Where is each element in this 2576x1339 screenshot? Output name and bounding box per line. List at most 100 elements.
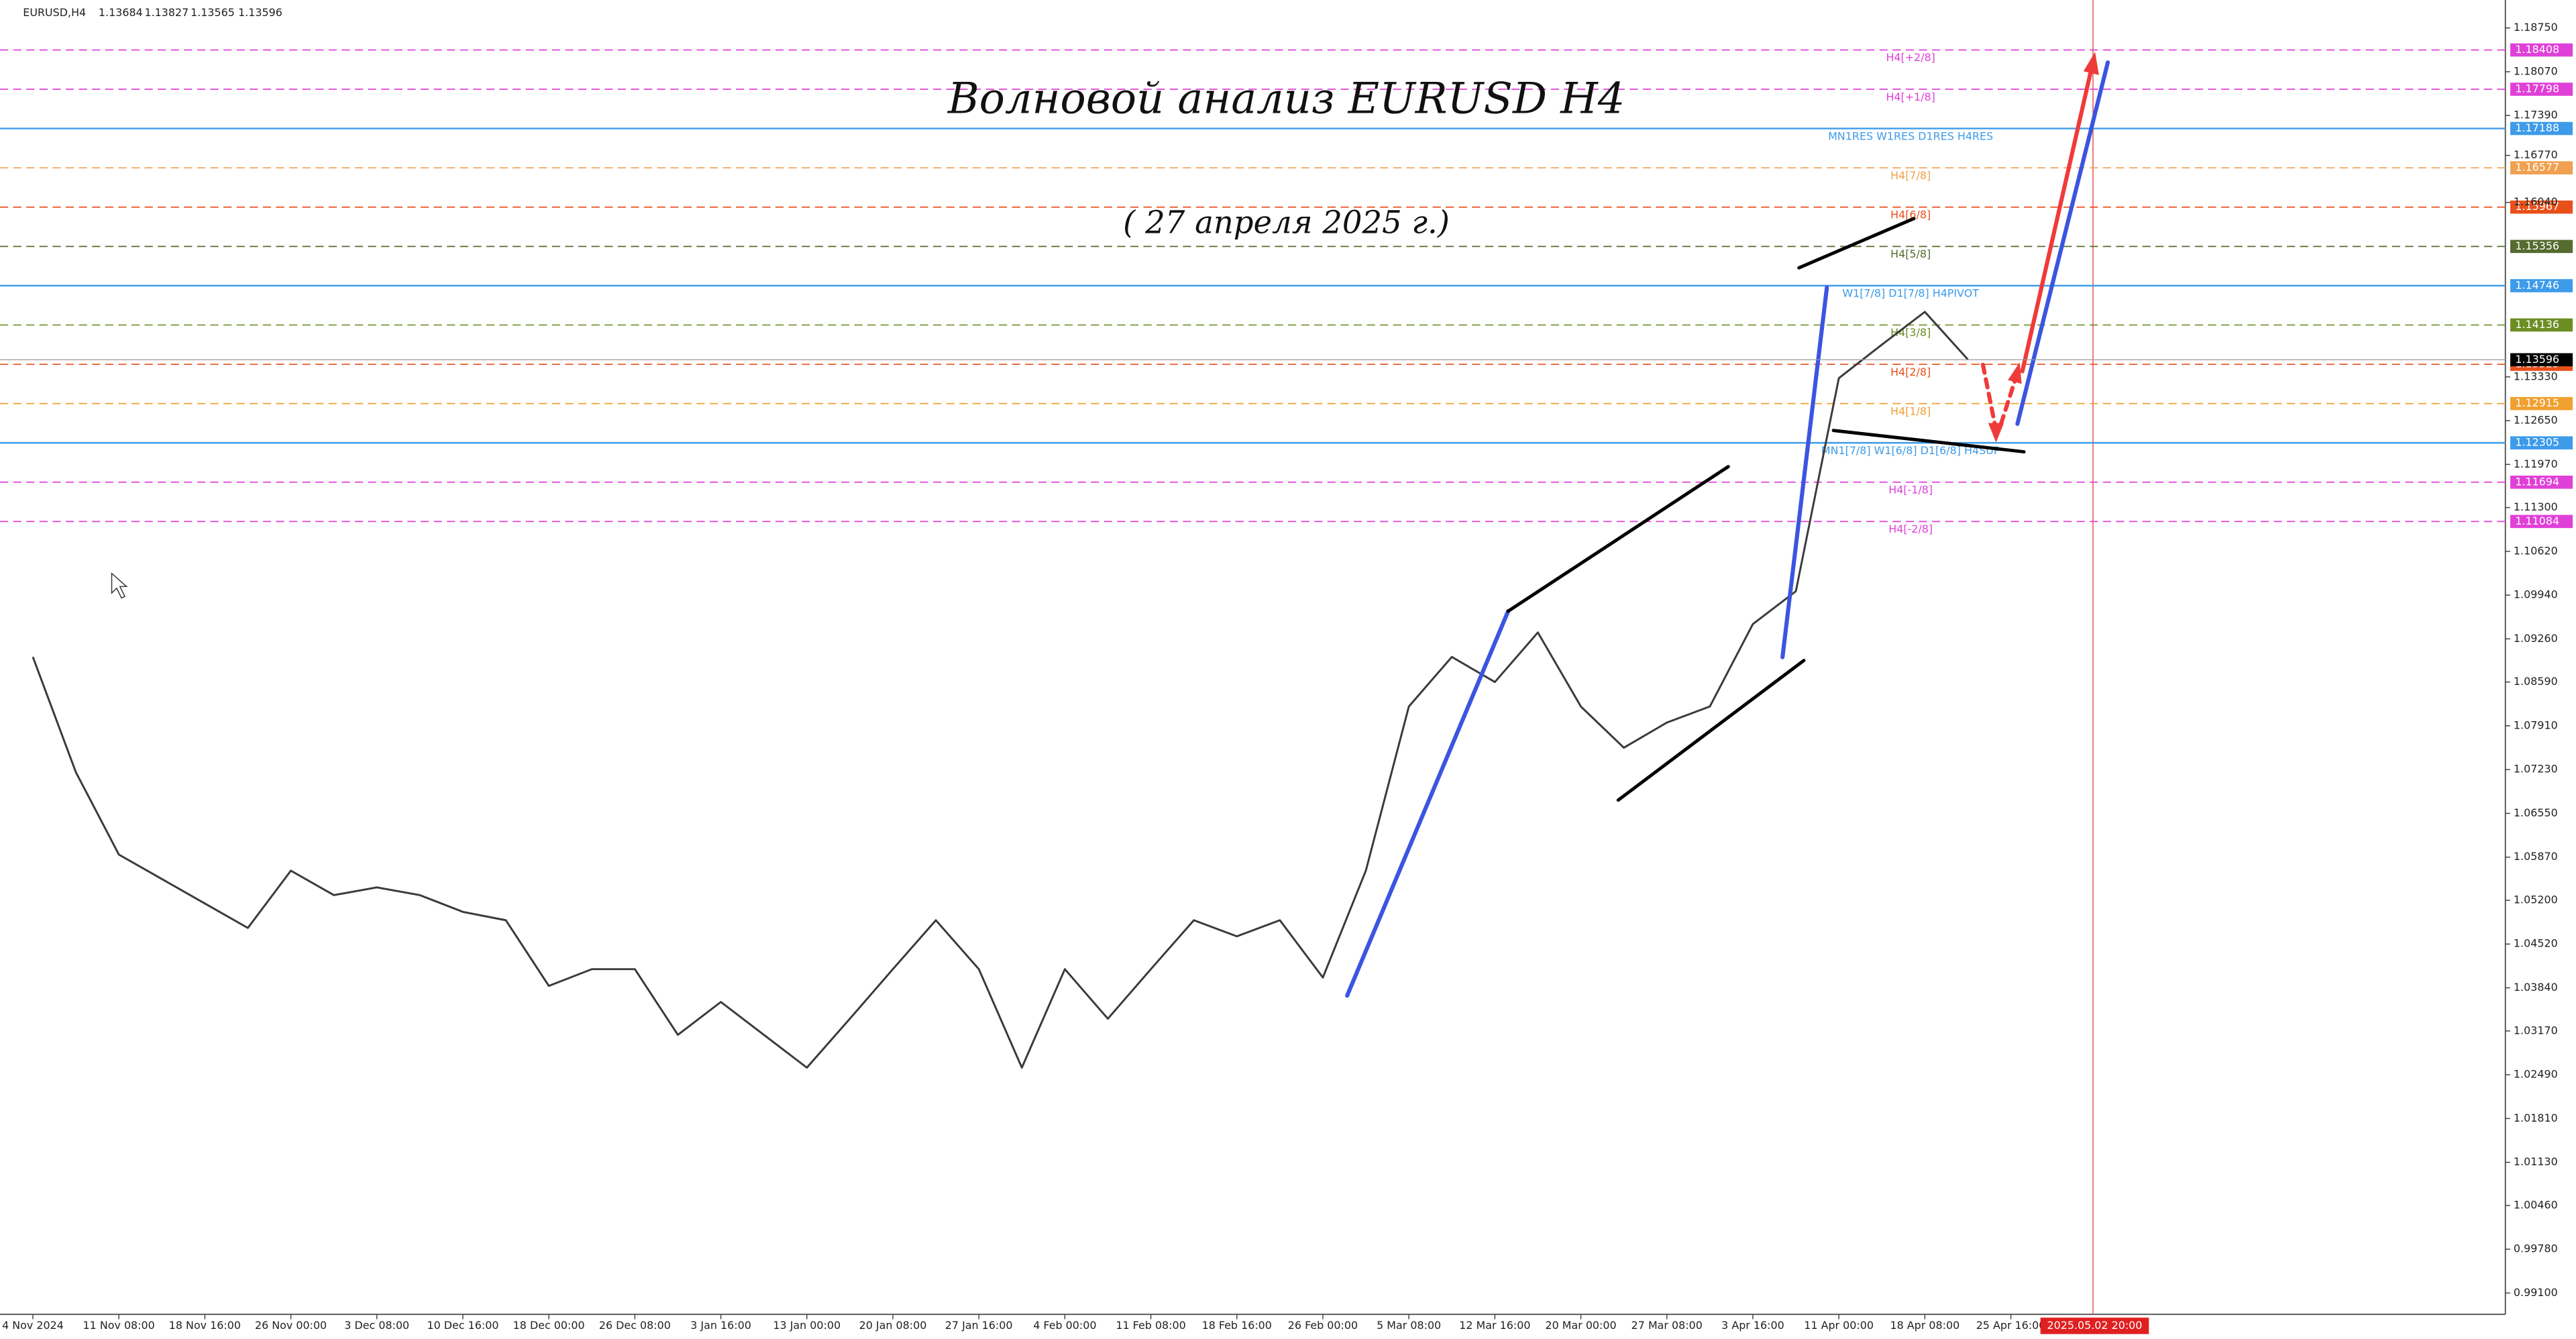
y-tick-label: 1.10620 <box>2514 544 2558 557</box>
y-tick-label: 1.07230 <box>2514 763 2558 775</box>
y-tick-label: 1.00460 <box>2514 1198 2558 1211</box>
price-tag <box>2510 318 2573 332</box>
wave-line <box>2015 60 2110 426</box>
price-tag <box>2510 436 2573 449</box>
x-tick-label: 27 Jan 16:00 <box>945 1319 1013 1332</box>
y-tick-label: 1.18750 <box>2514 21 2558 34</box>
price-tag-label: 1.12915 <box>2515 396 2559 409</box>
y-tick-label: 1.05200 <box>2514 894 2558 906</box>
channel-line <box>1506 465 1730 613</box>
x-tick-label: 11 Feb 08:00 <box>1116 1319 1185 1332</box>
level-label: W1[7/8] D1[7/8] H4PIVOT <box>1842 287 1979 300</box>
y-tick-label: 1.11300 <box>2514 500 2558 513</box>
level-label: H4[1/8] <box>1890 405 1931 417</box>
y-tick-label: 1.12650 <box>2514 414 2558 427</box>
y-tick-label: 1.16040 <box>2514 195 2558 208</box>
level-label: MN1RES W1RES D1RES H4RES <box>1828 129 1993 142</box>
y-tick-label: 1.03170 <box>2514 1024 2558 1036</box>
wave-line <box>1345 608 1511 998</box>
arrow-head <box>2083 52 2099 75</box>
y-tick-label: 1.02490 <box>2514 1068 2558 1081</box>
price-tag <box>2510 83 2573 96</box>
ohlc-low: 1.13565 <box>191 6 235 19</box>
price-tag-label: 1.14746 <box>2515 278 2559 291</box>
time-tag-label: 2025.05.02 20:00 <box>2047 1319 2142 1332</box>
price-tag <box>2510 353 2573 367</box>
x-tick-label: 18 Dec 00:00 <box>513 1319 585 1332</box>
wave-line <box>1780 285 1829 659</box>
level-label: H4[2/8] <box>1890 366 1931 378</box>
x-tick-label: 4 Feb 00:00 <box>1033 1319 1096 1332</box>
x-tick-label: 11 Nov 08:00 <box>83 1319 155 1332</box>
y-tick-label: 1.17390 <box>2514 109 2558 121</box>
y-tick-label: 1.01130 <box>2514 1155 2558 1168</box>
y-tick-label: 1.18070 <box>2514 64 2558 77</box>
ohlc-close: 1.13596 <box>238 6 282 19</box>
channel-line <box>1831 429 2026 453</box>
price-tag <box>2510 475 2573 489</box>
price-tag <box>2510 43 2573 57</box>
x-tick-label: 27 Mar 08:00 <box>1631 1319 1703 1332</box>
symbol: EURUSD,H4 <box>23 6 86 19</box>
price-tag <box>2510 396 2573 411</box>
cursor <box>111 572 128 599</box>
x-tick-label: 3 Dec 08:00 <box>344 1319 409 1332</box>
price-tag <box>2510 121 2573 136</box>
x-tick-label: 10 Dec 16:00 <box>427 1319 498 1332</box>
forecast-arrow <box>2020 66 2094 374</box>
x-tick-label: 3 Apr 16:00 <box>1721 1319 1784 1332</box>
y-tick-label: 1.09260 <box>2514 632 2558 645</box>
y-tick-label: 1.13330 <box>2514 370 2558 382</box>
levels: H4[+2/8] 1.18408 H4[+1/8] 1.17798 MN1RES W1R… <box>0 43 2573 535</box>
x-tick-label: 20 Mar 00:00 <box>1545 1319 1616 1332</box>
x-tick-label: 20 Jan 08:00 <box>859 1319 927 1332</box>
x-tick-label: 3 Jan 16:00 <box>690 1319 751 1332</box>
level-label: H4[6/8] <box>1890 208 1931 221</box>
price-tag <box>2510 161 2573 174</box>
y-tick-label: 0.99780 <box>2514 1242 2558 1255</box>
x-tick-label: 12 Mar 16:00 <box>1459 1319 1530 1332</box>
y-tick-label: 1.08590 <box>2514 675 2558 688</box>
price-tag-label: 1.12305 <box>2515 436 2559 449</box>
x-tick-label: 25 Apr 16:00 <box>1976 1319 2046 1332</box>
forecast-arrow <box>1998 376 2018 426</box>
time-tag <box>2040 1318 2149 1334</box>
level-label: H4[-1/8] <box>1888 484 1933 496</box>
price-tag-label: 1.15967 <box>2515 200 2559 213</box>
x-tick-label: 18 Apr 08:00 <box>1890 1319 1960 1332</box>
price-tag-label: 1.15356 <box>2515 239 2559 252</box>
channel-line <box>1797 217 1916 270</box>
price-tag-label: 1.17798 <box>2515 83 2559 95</box>
price-tag-label: 1.16577 <box>2515 161 2559 174</box>
chart-title: Волновой анализ EURUSD H4 <box>947 74 1625 123</box>
level-label: MN1[7/8] W1[6/8] D1[6/8] H4SUP <box>1821 444 2000 457</box>
x-tick-label: 5 Mar 08:00 <box>1377 1319 1441 1332</box>
x-tick-label: 26 Dec 08:00 <box>599 1319 671 1332</box>
series <box>32 311 1969 1069</box>
ohlc-open: 1.13684 <box>99 6 143 19</box>
y-tick-label: 1.07910 <box>2514 718 2558 731</box>
current-price-label: 1.13596 <box>2515 353 2559 366</box>
y-tick-label: 1.04520 <box>2514 937 2558 950</box>
price-tag <box>2510 515 2573 529</box>
y-tick-label: 1.03840 <box>2514 981 2558 994</box>
forecast-arrow <box>1980 362 1998 433</box>
level-label: H4[-2/8] <box>1888 523 1933 535</box>
y-tick-label: 1.01810 <box>2514 1112 2558 1124</box>
chart-subtitle: ( 27 апреля 2025 г.) <box>1123 205 1450 241</box>
x-tick-label: 11 Apr 00:00 <box>1804 1319 1874 1332</box>
x-tick-label: 26 Feb 00:00 <box>1288 1319 1358 1332</box>
x-tick-label: 4 Nov 2024 <box>2 1319 64 1332</box>
y-tick-label: 1.06550 <box>2514 806 2558 819</box>
price-tag <box>2510 239 2573 254</box>
y-tick-label: 1.16770 <box>2514 148 2558 161</box>
price-tag <box>2510 279 2573 292</box>
level-label: H4[+1/8] <box>1886 91 1935 103</box>
y-tick-label: 1.11970 <box>2514 458 2558 470</box>
level-label: H4[7/8] <box>1890 169 1931 182</box>
price-tag-label: 1.17188 <box>2515 121 2559 134</box>
price-tag <box>2510 200 2573 214</box>
